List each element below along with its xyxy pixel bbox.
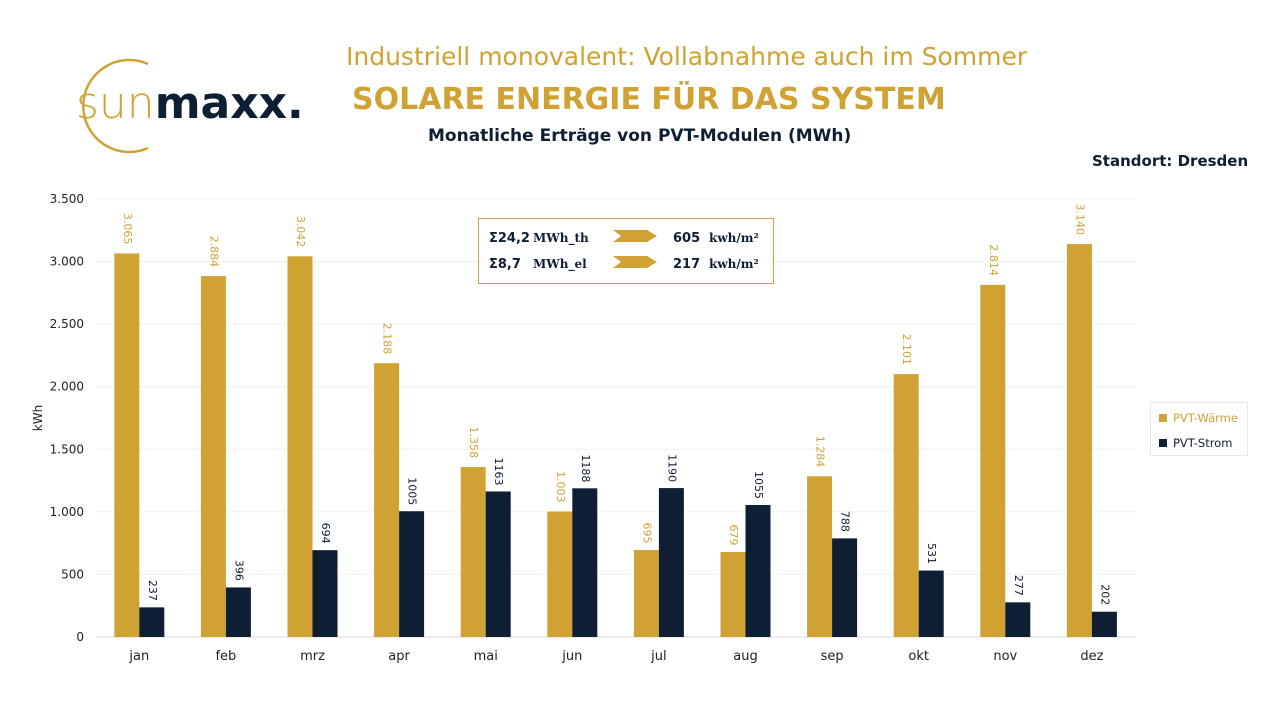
bar-strom xyxy=(572,488,598,637)
sunmaxx-logo: sunmaxx. xyxy=(38,56,328,156)
data-label: 788 xyxy=(839,511,852,532)
x-tick-label: jan xyxy=(128,649,149,664)
legend-label: PVT-Wärme xyxy=(1173,411,1238,425)
bar-waerme xyxy=(893,374,919,637)
bar-strom xyxy=(485,491,511,637)
bar-strom xyxy=(1005,602,1031,637)
bar-strom xyxy=(832,538,858,637)
x-tick-label: feb xyxy=(215,649,236,664)
legend-item-waerme[interactable]: PVT-Wärme xyxy=(1159,411,1238,425)
summary-unit: MWh_th xyxy=(533,231,589,245)
bar-strom xyxy=(745,504,771,637)
bar-waerme xyxy=(287,256,313,637)
summary-unit: MWh_el xyxy=(533,257,587,271)
bar-strom xyxy=(658,488,684,637)
subtitle: Industriell monovalent: Vollabnahme auch… xyxy=(346,42,1028,71)
x-tick-label: okt xyxy=(908,649,929,664)
y-tick-label: 3.000 xyxy=(50,255,84,269)
arrow-icon xyxy=(613,256,673,272)
bar-waerme xyxy=(547,511,573,637)
chart-legend: PVT-Wärme PVT-Strom xyxy=(1150,402,1248,456)
data-label: 1163 xyxy=(492,457,505,485)
y-tick-label: 1.000 xyxy=(50,505,84,519)
y-tick-label: 0 xyxy=(76,630,84,644)
y-axis-label: kWh xyxy=(31,405,45,431)
summary-box: Σ24,2 MWh_th 605 kwh/m² Σ8,7 MWh_el 217 … xyxy=(478,218,774,284)
x-tick-label: aug xyxy=(733,649,757,664)
logo-arc-icon xyxy=(82,58,149,154)
legend-swatch xyxy=(1159,439,1167,447)
data-label: 2.101 xyxy=(900,334,913,366)
x-tick-label: mrz xyxy=(300,649,325,664)
chart-title: Monatliche Erträge von PVT-Modulen (MWh) xyxy=(428,126,852,146)
y-tick-label: 2.000 xyxy=(50,380,84,394)
x-tick-label: dez xyxy=(1080,649,1103,664)
bar-strom xyxy=(225,587,251,637)
data-label: 1.358 xyxy=(467,427,480,459)
x-tick-label: mai xyxy=(474,649,498,664)
bar-waerme xyxy=(633,550,659,637)
x-tick-label: nov xyxy=(993,649,1017,664)
bar-waerme xyxy=(374,363,400,637)
data-label: 695 xyxy=(640,523,653,544)
data-label: 1.284 xyxy=(814,436,827,468)
summary-specific: 217 xyxy=(673,256,701,272)
legend-item-strom[interactable]: PVT-Strom xyxy=(1159,436,1232,450)
bar-waerme xyxy=(720,552,746,637)
data-label: 2.814 xyxy=(987,244,1000,276)
summary-specific-unit: kwh/m² xyxy=(709,257,759,271)
x-tick-label: jul xyxy=(650,649,666,664)
bar-waerme xyxy=(980,284,1006,637)
legend-swatch xyxy=(1159,414,1167,422)
y-tick-label: 2.500 xyxy=(50,317,84,331)
bar-strom xyxy=(918,570,944,637)
data-label: 1005 xyxy=(406,477,419,505)
bar-waerme xyxy=(1066,244,1092,637)
x-tick-label: jun xyxy=(561,649,582,664)
data-label: 1.003 xyxy=(554,471,567,503)
data-label: 2.884 xyxy=(207,236,220,268)
bar-strom xyxy=(1091,611,1117,637)
summary-total: Σ24,2 xyxy=(489,230,530,246)
data-label: 694 xyxy=(319,523,332,544)
data-label: 237 xyxy=(146,580,159,601)
y-tick-label: 500 xyxy=(61,567,84,581)
data-label: 531 xyxy=(925,543,938,564)
arrow-icon xyxy=(613,230,673,246)
data-label: 1188 xyxy=(579,454,592,482)
bar-waerme xyxy=(460,467,486,637)
x-tick-label: apr xyxy=(388,649,410,664)
summary-row-thermal: Σ24,2 MWh_th 605 kwh/m² xyxy=(489,228,759,248)
bar-strom xyxy=(399,511,425,637)
summary-specific-unit: kwh/m² xyxy=(709,231,759,245)
bar-waerme xyxy=(807,476,833,637)
data-label: 3.065 xyxy=(121,213,134,245)
logo-text-maxx: maxx. xyxy=(154,78,304,129)
bar-waerme xyxy=(114,253,140,638)
summary-specific: 605 xyxy=(673,230,701,246)
data-label: 202 xyxy=(1098,584,1111,605)
y-tick-label: 3.500 xyxy=(50,192,84,206)
bar-strom xyxy=(312,550,338,637)
data-label: 277 xyxy=(1012,575,1025,596)
data-label: 1055 xyxy=(752,471,765,499)
bar-waerme xyxy=(200,276,226,637)
data-label: 396 xyxy=(232,560,245,581)
legend-label: PVT-Strom xyxy=(1173,436,1233,450)
logo-text-sun: sun xyxy=(76,78,155,129)
data-label: 679 xyxy=(727,525,740,546)
data-label: 3.042 xyxy=(294,216,307,248)
x-tick-label: sep xyxy=(821,649,844,664)
data-label: 3.140 xyxy=(1073,204,1086,236)
page-title: SOLARE ENERGIE FÜR DAS SYSTEM xyxy=(352,82,946,117)
summary-row-electric: Σ8,7 MWh_el 217 kwh/m² xyxy=(489,254,759,274)
y-tick-label: 1.500 xyxy=(50,442,84,456)
data-label: 2.188 xyxy=(381,323,394,355)
summary-total: Σ8,7 xyxy=(489,256,521,272)
bar-strom xyxy=(139,607,165,637)
location-label: Standort: Dresden xyxy=(1092,152,1249,170)
data-label: 1190 xyxy=(665,454,678,482)
